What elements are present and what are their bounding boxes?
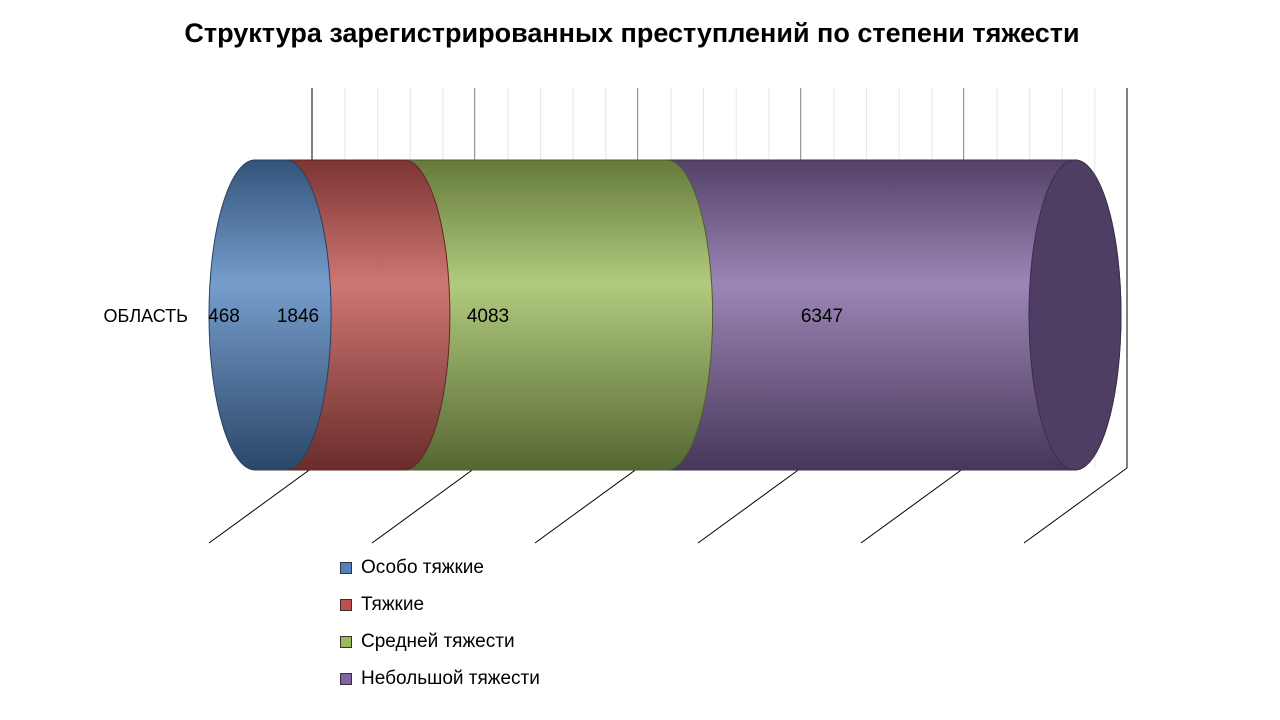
floor-gridline [534, 467, 639, 544]
data-label-3: 6347 [801, 306, 843, 327]
floor-gridline [860, 467, 965, 544]
data-labels: 468 1846 4083 6347 ОБЛАСТЬ [104, 306, 844, 327]
bar-segment-body [208, 159, 332, 471]
legend-label: Особо тяжкие [361, 556, 484, 578]
data-label-1: 1846 [277, 306, 319, 327]
legend-item-especially-grave: Особо тяжкие [340, 549, 540, 586]
legend-label: Средней тяжести [361, 630, 515, 652]
floor-gridline [697, 467, 802, 544]
legend-swatch [340, 598, 352, 611]
floor-gridline [1023, 467, 1128, 544]
legend: Особо тяжкие Тяжкие Средней тяжести Небо… [340, 549, 540, 697]
bar-segments [208, 159, 1122, 471]
legend-item-minor: Небольшой тяжести [340, 660, 540, 697]
legend-swatch [340, 561, 352, 574]
chart-title: Структура зарегистрированных преступлени… [184, 18, 1080, 48]
legend-swatch [340, 635, 352, 648]
data-label-2: 4083 [467, 306, 509, 327]
legend-swatch [340, 672, 352, 685]
legend-item-grave: Тяжкие [340, 586, 540, 623]
legend-item-medium: Средней тяжести [340, 623, 540, 660]
legend-label: Тяжкие [361, 593, 425, 615]
bar-segment-3 [620, 159, 1122, 471]
category-label: ОБЛАСТЬ [104, 306, 188, 326]
floor-gridline [371, 467, 476, 544]
bar-end-cap [1028, 159, 1122, 471]
bar-segment-0 [208, 159, 332, 471]
floor-gridline [208, 467, 313, 544]
data-label-0: 468 [208, 306, 240, 327]
legend-label: Небольшой тяжести [361, 667, 540, 689]
